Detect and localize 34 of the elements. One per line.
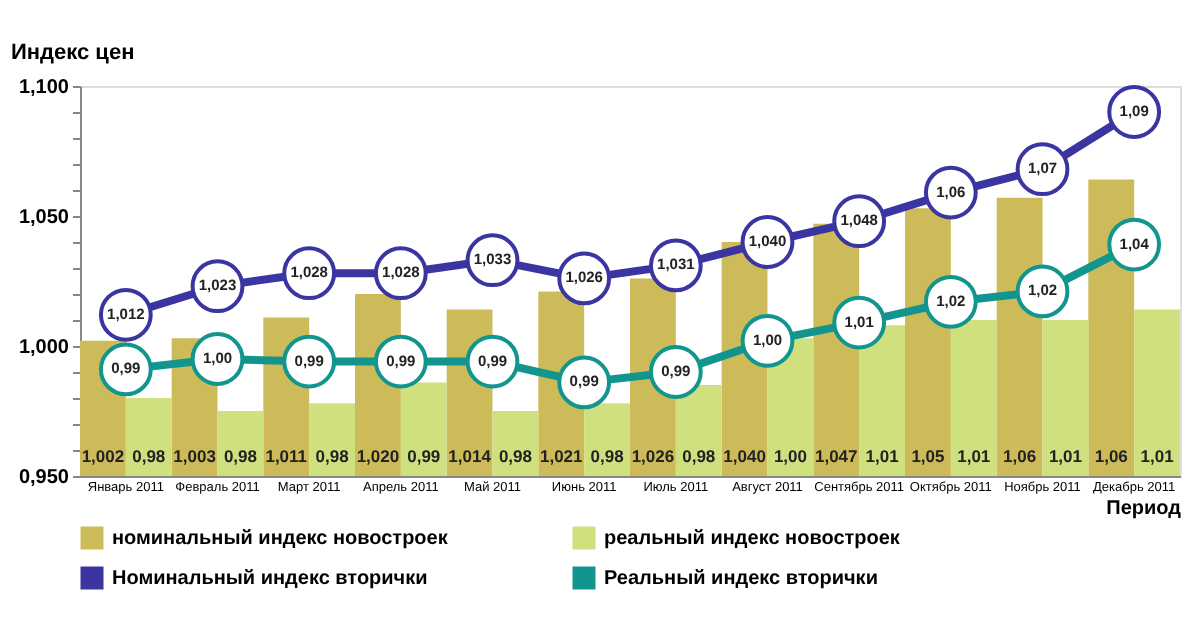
legend-label: реальный индекс новостроек xyxy=(604,528,902,550)
data-label: 1,020 xyxy=(356,446,400,466)
x-axis-title: Период xyxy=(1106,498,1183,520)
data-label: 0,98 xyxy=(223,446,258,466)
y-tick-label: 0,950 xyxy=(18,467,70,489)
data-label: 1,01 xyxy=(1140,446,1175,466)
data-label: 0,98 xyxy=(590,446,625,466)
data-label: 0,98 xyxy=(498,446,533,466)
y-tick-label: 1,050 xyxy=(18,207,70,229)
data-label: 0,99 xyxy=(407,446,441,466)
data-label: 0,98 xyxy=(315,446,350,466)
y-axis-title: Индекс цен xyxy=(11,41,135,65)
data-label: 1,00 xyxy=(773,446,808,466)
data-label: 1,01 xyxy=(1048,446,1083,466)
data-label: 1,003 xyxy=(173,446,217,466)
legend-label: номинальный индекс новостроек xyxy=(112,528,450,550)
data-label: 1,021 xyxy=(539,446,584,466)
data-label: 1,047 xyxy=(814,446,859,466)
data-label: 0,98 xyxy=(682,446,716,466)
data-label: 1,01 xyxy=(865,446,900,466)
data-label: 1,014 xyxy=(448,446,492,466)
data-label: 1,05 xyxy=(911,446,945,466)
y-tick-label: 1,000 xyxy=(18,337,70,359)
legend-label: Реальный индекс вторички xyxy=(604,568,878,590)
data-label: 1,06 xyxy=(1094,446,1129,466)
data-label: 1,002 xyxy=(81,446,125,466)
data-label: 1,040 xyxy=(723,446,767,466)
y-tick-label: 1,100 xyxy=(18,77,70,99)
data-label: 0,98 xyxy=(132,446,166,466)
legend-label: Номинальный индекс вторички xyxy=(112,568,428,590)
data-label: 1,06 xyxy=(1003,446,1037,466)
data-label: 1,01 xyxy=(957,446,991,466)
data-label: 1,026 xyxy=(631,446,675,466)
data-label: 1,011 xyxy=(265,446,308,466)
